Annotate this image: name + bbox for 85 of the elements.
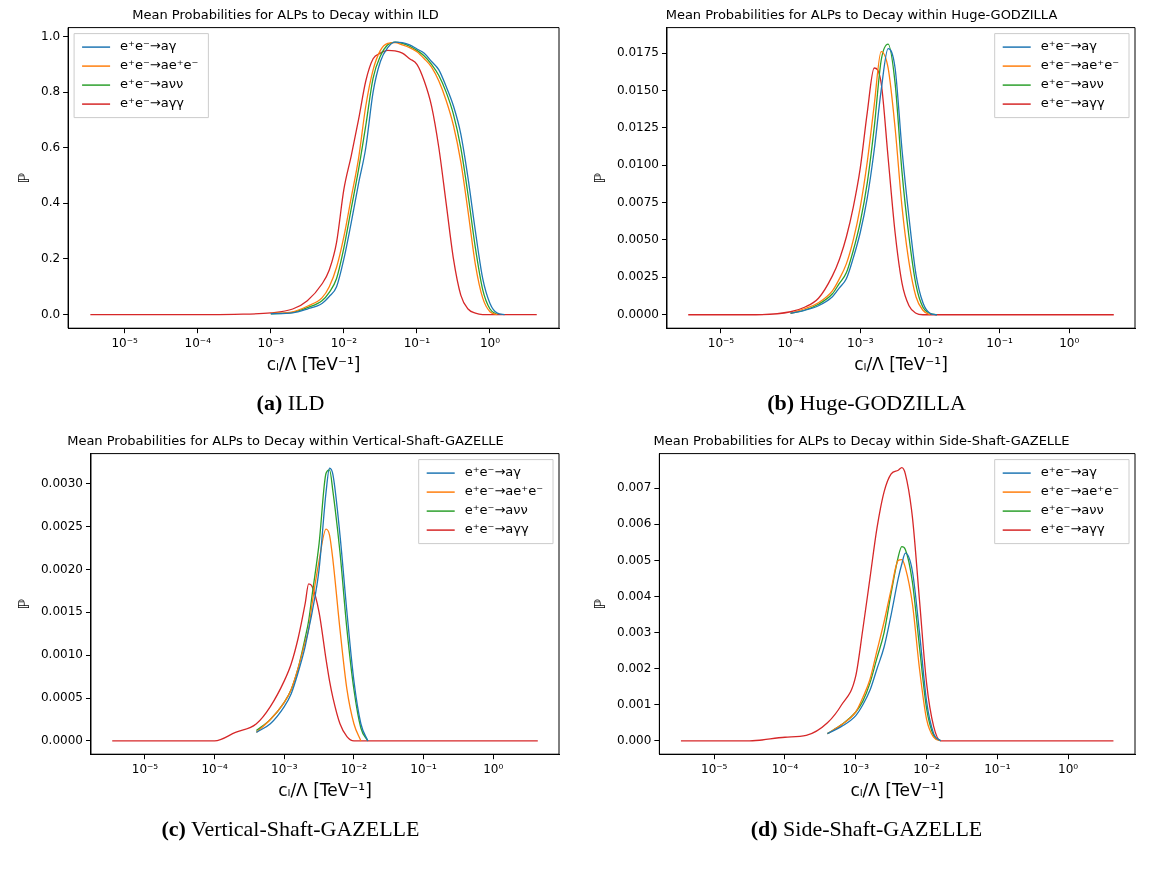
x-axis-title: cₗ/Λ [TeV⁻¹] <box>850 780 944 801</box>
y-tick-label: 0.007 <box>616 480 652 495</box>
x-tick-label: 10⁻³ <box>847 335 874 350</box>
chart-title: Mean Probabilities for ALPs to Decay within Vertical-Shaft-GAZELLE <box>67 433 504 449</box>
y-tick-label: 0.005 <box>616 552 652 567</box>
text: (c) Vertical-Shaft-GAZELLE <box>161 816 420 841</box>
text: (d) Side-Shaft-GAZELLE <box>750 816 983 841</box>
x-tick-label: 10⁰ <box>1059 335 1080 350</box>
legend-label: e⁺e⁻→aνν <box>120 76 184 92</box>
legend-label: e⁺e⁻→aγγ <box>120 95 185 111</box>
y-tick-label: 0.0100 <box>616 157 659 172</box>
legend-label: e⁺e⁻→aνν <box>1040 76 1104 92</box>
x-tick-label: 10⁻³ <box>257 335 285 350</box>
legend-label: e⁺e⁻→aγ <box>1040 464 1098 480</box>
legend-label: e⁺e⁻→aγ <box>1040 38 1098 54</box>
x-tick-label: 10⁻² <box>330 335 358 350</box>
y-tick-label: 0.4 <box>40 195 61 210</box>
y-tick-label: 0.0150 <box>616 82 659 97</box>
y-tick-label: 0.0010 <box>40 647 83 662</box>
x-tick-label: 10⁻² <box>340 761 368 776</box>
legend-label: e⁺e⁻→aγγ <box>1040 521 1105 537</box>
y-tick-label: 0.004 <box>616 588 652 603</box>
x-tick-label: 10⁻⁴ <box>201 761 228 776</box>
y-axis-title: ℙ <box>14 172 33 184</box>
legend-label: e⁺e⁻→ae⁺e⁻ <box>120 57 199 73</box>
y-tick-label: 0.001 <box>616 696 652 711</box>
chart-title: Mean Probabilities for ALPs to Decay within Huge-GODZILLA <box>665 7 1058 23</box>
x-tick-label: 10⁻⁴ <box>771 761 799 776</box>
y-tick-label: 0.003 <box>616 624 652 639</box>
y-tick-label: 0.2 <box>40 251 61 266</box>
x-tick-label: 10⁻⁴ <box>184 335 212 350</box>
x-tick-label: 10⁰ <box>1058 761 1079 776</box>
y-tick-label: 0.0005 <box>40 690 83 705</box>
chart-title: Mean Probabilities for ALPs to Decay within ILD <box>132 7 439 23</box>
x-tick-label: 10⁻² <box>916 335 944 350</box>
y-tick-label: 0.0 <box>40 306 61 321</box>
x-tick-label: 10⁻¹ <box>986 335 1013 350</box>
legend-label: e⁺e⁻→ae⁺e⁻ <box>1040 57 1120 73</box>
legend-label: e⁺e⁻→ae⁺e⁻ <box>1040 483 1120 499</box>
x-tick-label: 10⁻⁵ <box>131 761 159 776</box>
y-tick-label: 1.0 <box>40 28 61 43</box>
y-tick-label: 0.0025 <box>40 518 83 533</box>
y-tick-label: 0.0000 <box>40 733 83 748</box>
chart-title: Mean Probabilities for ALPs to Decay within Side-Shaft-GAZELLE <box>653 433 1070 449</box>
y-tick-label: 0.0025 <box>616 269 659 284</box>
x-tick-label: 10⁻² <box>913 761 940 776</box>
y-tick-label: 0.6 <box>40 139 61 154</box>
text: (b) Huge-GODZILLA <box>767 390 966 415</box>
x-tick-label: 10⁰ <box>483 761 504 776</box>
x-tick-label: 10⁻⁵ <box>700 761 728 776</box>
legend-label: e⁺e⁻→ae⁺e⁻ <box>464 483 544 499</box>
x-tick-label: 10⁻³ <box>271 761 298 776</box>
y-tick-label: 0.0000 <box>616 306 659 321</box>
legend-label: e⁺e⁻→aνν <box>464 502 528 518</box>
y-tick-label: 0.8 <box>40 84 61 99</box>
y-axis-title: ℙ <box>14 598 33 610</box>
x-axis-title: cₗ/Λ [TeV⁻¹] <box>266 354 361 375</box>
y-tick-label: 0.006 <box>616 516 652 531</box>
legend-label: e⁺e⁻→aγγ <box>464 521 529 537</box>
legend-label: e⁺e⁻→aγγ <box>1040 95 1105 111</box>
x-tick-label: 10⁰ <box>479 335 501 350</box>
x-tick-label: 10⁻⁴ <box>777 335 804 350</box>
legend-label: e⁺e⁻→aνν <box>1040 502 1104 518</box>
legend-label: e⁺e⁻→aγ <box>120 38 177 54</box>
y-tick-label: 0.0175 <box>616 45 659 60</box>
legend-label: e⁺e⁻→aγ <box>464 464 522 480</box>
y-axis-title: ℙ <box>590 172 609 184</box>
x-tick-label: 10⁻⁵ <box>707 335 735 350</box>
y-tick-label: 0.000 <box>616 732 652 747</box>
x-tick-label: 10⁻¹ <box>410 761 437 776</box>
y-tick-label: 0.0050 <box>616 232 659 247</box>
y-tick-label: 0.0020 <box>40 561 83 576</box>
y-tick-label: 0.0015 <box>40 604 83 619</box>
y-tick-label: 0.0030 <box>40 475 83 490</box>
y-axis-title: ℙ <box>590 598 609 610</box>
x-tick-label: 10⁻³ <box>842 761 870 776</box>
text: (a) ILD <box>256 390 325 415</box>
x-tick-label: 10⁻¹ <box>403 335 431 350</box>
y-tick-label: 0.0125 <box>616 119 659 134</box>
y-tick-label: 0.0075 <box>616 194 659 209</box>
x-axis-title: cₗ/Λ [TeV⁻¹] <box>854 354 948 375</box>
x-axis-title: cₗ/Λ [TeV⁻¹] <box>278 780 372 801</box>
y-tick-label: 0.002 <box>616 660 652 675</box>
x-tick-label: 10⁻¹ <box>984 761 1011 776</box>
x-tick-label: 10⁻⁵ <box>111 335 139 350</box>
